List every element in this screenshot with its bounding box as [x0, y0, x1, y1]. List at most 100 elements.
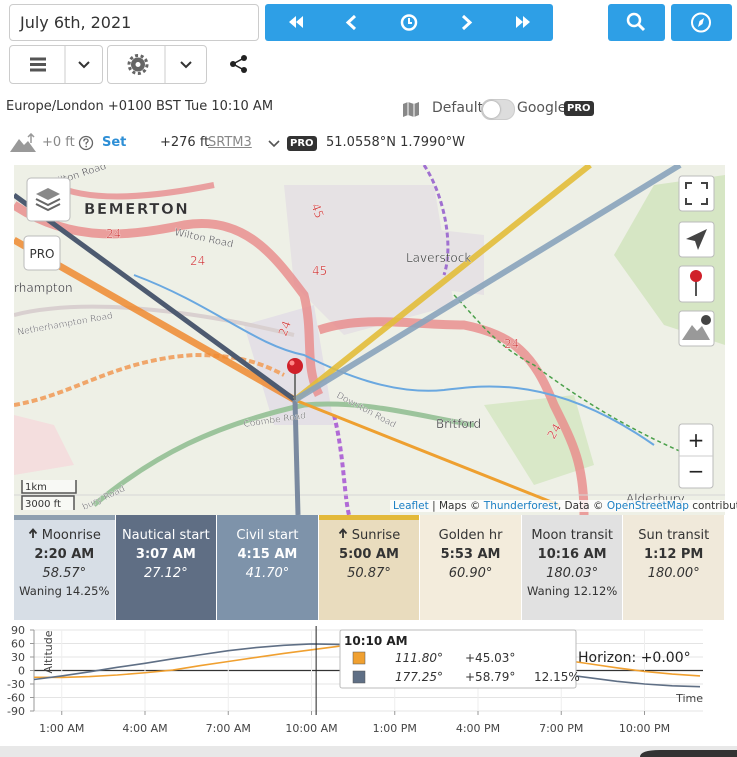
x-tick-label: 7:00 AM — [206, 722, 251, 735]
now-button[interactable] — [400, 14, 418, 31]
zoom-control: + − — [678, 423, 714, 489]
event-time: 5:53 AM — [440, 547, 501, 562]
event-angle: 58.57° — [42, 566, 87, 581]
back-button[interactable] — [345, 14, 357, 31]
compass-button[interactable] — [671, 4, 732, 41]
coordinates: 51.0558°N 1.7990°W — [326, 135, 465, 150]
event-angle: 60.90° — [448, 566, 493, 581]
fullscreen-button[interactable] — [678, 175, 715, 212]
forward-button[interactable] — [461, 14, 473, 31]
ground-elevation: +276 ft — [160, 135, 210, 150]
event-time: 5:00 AM — [339, 547, 399, 562]
time-controls — [265, 4, 553, 41]
map-type-toggle[interactable] — [481, 99, 515, 120]
pro-map-button[interactable]: PRO — [23, 235, 61, 271]
compass-icon — [691, 12, 711, 33]
event-card[interactable]: Civil start 4:15 AM 41.70° — [217, 515, 318, 620]
pro-badge: PRO — [564, 101, 594, 116]
tooltip-swatch — [352, 670, 366, 684]
event-card[interactable]: Sunrise 5:00 AM 50.87° — [318, 515, 420, 620]
event-angle: 180.00° — [647, 566, 700, 581]
time-icons — [289, 14, 530, 31]
date-input[interactable]: July 6th, 2021 — [9, 4, 259, 41]
locate-button[interactable] — [678, 221, 715, 258]
settings-menu[interactable] — [107, 45, 207, 84]
set-link[interactable]: Set — [102, 135, 127, 150]
tooltip-altitude: +58.79° — [465, 670, 515, 684]
layers-button[interactable] — [26, 177, 71, 222]
event-name-text: Sunrise — [351, 528, 401, 543]
event-time: 1:12 PM — [644, 547, 704, 562]
event-angle: 41.70° — [245, 566, 290, 581]
map-label: 24 — [106, 227, 121, 241]
event-time: 4:15 AM — [237, 547, 298, 562]
pro-map-label: PRO — [29, 247, 54, 261]
event-name-text: Golden hr — [438, 528, 503, 543]
x-axis-label: Time — [675, 692, 703, 705]
event-card[interactable]: Moonrise 2:20 AM 58.57° Waning 14.25% — [14, 515, 115, 620]
pin-button[interactable] — [678, 265, 715, 303]
zoom-out[interactable]: − — [688, 459, 705, 483]
map-label: 24 — [504, 337, 519, 351]
fast-back-button[interactable] — [289, 16, 303, 28]
event-angle: 180.03° — [546, 566, 599, 581]
event-angle: 50.87° — [347, 566, 391, 581]
zoom-in[interactable]: + — [688, 428, 705, 452]
y-tick-label: -30 — [7, 678, 25, 691]
source-dropdown[interactable] — [268, 139, 280, 149]
x-tick-label: 4:00 AM — [122, 722, 167, 735]
tooltip-time: 10:10 AM — [344, 634, 408, 648]
azimuth-lines — [14, 165, 682, 515]
event-card[interactable]: Sun transit 1:12 PM 180.00° — [623, 515, 724, 620]
date-text: July 6th, 2021 — [20, 13, 132, 32]
map-label: rhampton — [14, 281, 73, 295]
horizon-label: Horizon: +0.00° — [578, 650, 691, 666]
y-tick-label: 30 — [11, 651, 25, 664]
pro-badge: PRO — [287, 136, 317, 151]
y-tick-label: 0 — [18, 665, 25, 678]
fast-forward-button[interactable] — [516, 16, 530, 28]
event-name: Nautical start — [116, 526, 217, 545]
event-name: Civil start — [217, 526, 318, 545]
attribution-link[interactable]: Thunderforest — [483, 500, 558, 512]
observer-height[interactable]: +0 ft — [42, 135, 75, 150]
arrow — [338, 528, 347, 538]
event-card[interactable]: Moon transit 10:16 AM 180.03° Waning 12.12% — [521, 515, 623, 620]
settings-icons — [127, 46, 192, 83]
map-label: 24 — [544, 421, 564, 441]
event-card[interactable]: Golden hr 5:53 AM 60.90° — [420, 515, 521, 620]
event-card[interactable]: Nautical start 3:07 AM 27.12° — [115, 515, 217, 620]
map-label: Laverstock — [406, 251, 471, 265]
help-icon[interactable] — [78, 135, 94, 151]
bottom-bar — [0, 746, 737, 757]
map-pin[interactable] — [287, 358, 303, 400]
event-name-text: Moon transit — [531, 528, 613, 543]
event-name-text: Moonrise — [41, 528, 101, 543]
event-name: Golden hr — [420, 526, 521, 545]
list-menu[interactable] — [9, 45, 103, 84]
default-label[interactable]: Default — [432, 100, 484, 116]
share-button[interactable] — [228, 54, 250, 74]
elevation-pin-button[interactable] — [678, 310, 715, 347]
rise-icon — [338, 528, 347, 538]
attribution-text: | Maps © — [432, 500, 481, 512]
scale-bar: 1km 3000 ft — [21, 480, 77, 510]
x-tick-label: 4:00 PM — [456, 722, 500, 735]
map-label: 45 — [312, 264, 327, 278]
x-tick-label: 10:00 PM — [619, 722, 670, 735]
y-tick-label: -60 — [7, 692, 25, 705]
event-name-text: Sun transit — [638, 528, 710, 543]
rise-icon — [28, 528, 37, 538]
tooltip-azimuth: 177.25° — [395, 670, 443, 684]
event-name-text: Civil start — [236, 528, 299, 543]
google-label[interactable]: Google — [517, 100, 567, 116]
attribution-link[interactable]: OpenStreetMap — [606, 500, 689, 512]
event-time: 2:20 AM — [34, 547, 95, 562]
elevation-source[interactable]: SRTM3 — [208, 135, 252, 150]
tooltip-altitude: +45.03° — [465, 651, 515, 665]
search-button[interactable] — [608, 4, 665, 41]
attribution-link[interactable]: Leaflet — [393, 500, 429, 512]
